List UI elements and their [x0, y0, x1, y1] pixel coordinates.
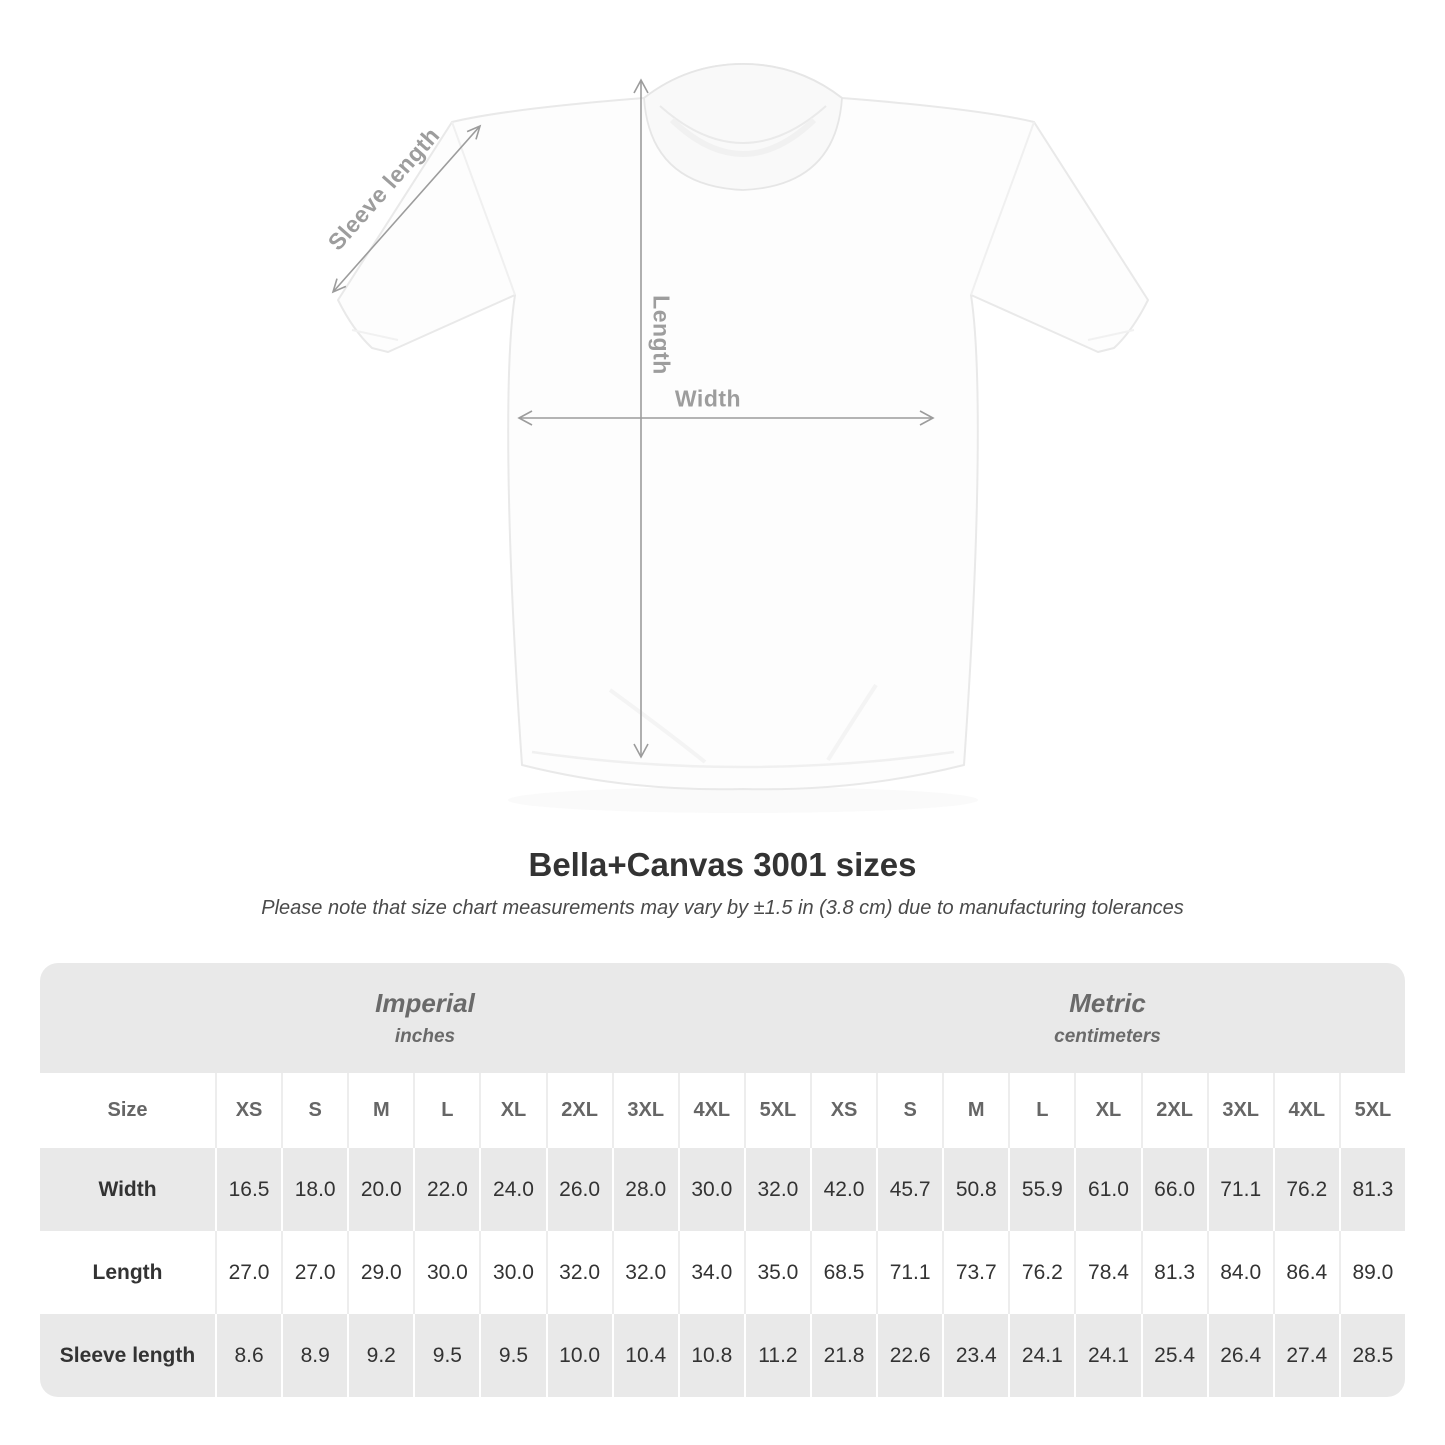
- measurement-value: 32.0: [545, 1231, 612, 1314]
- measurement-value: 30.0: [479, 1231, 546, 1314]
- measurement-value: 30.0: [413, 1231, 480, 1314]
- size-column-header: 5XL: [743, 1073, 810, 1148]
- measurement-value: 42.0: [809, 1148, 877, 1231]
- measurement-value: 28.0: [611, 1148, 678, 1231]
- tolerance-note: Please note that size chart measurements…: [261, 897, 1184, 919]
- metric-band: Metric centimeters: [809, 963, 1405, 1073]
- measurement-value: 10.0: [545, 1314, 612, 1397]
- imperial-band: Imperial inches: [40, 963, 810, 1073]
- measurement-value: 27.0: [281, 1231, 348, 1314]
- measurement-value: 30.0: [677, 1148, 744, 1231]
- measurement-value: 73.7: [942, 1231, 1009, 1314]
- width-arrow: [517, 410, 935, 426]
- measurement-value: 32.0: [743, 1148, 810, 1231]
- measurement-value: 16.5: [215, 1148, 282, 1231]
- size-column-header: XL: [1074, 1073, 1141, 1148]
- measurement-value: 22.6: [876, 1314, 943, 1397]
- size-column-header: XL: [479, 1073, 546, 1148]
- measurement-value: 10.8: [677, 1314, 744, 1397]
- measurement-value: 26.4: [1206, 1314, 1273, 1397]
- measurement-value: 23.4: [942, 1314, 1009, 1397]
- size-column-header: XS: [215, 1073, 282, 1148]
- measurement-row: Sleeve length 8.6 8.9 9.2 9.5 9.5 10.0 10.4 10.8…: [40, 1314, 1405, 1397]
- size-column-header: M: [942, 1073, 1009, 1148]
- measurement-value: 18.0: [281, 1148, 348, 1231]
- imperial-band-unit: inches: [394, 1026, 456, 1047]
- measurement-value: 81.3: [1140, 1231, 1207, 1314]
- measurement-value: 11.2: [743, 1314, 810, 1397]
- size-header-row: Size XS S M L XL 2XL 3XL 4XL 5XL XS S M L XL 2XL 3XL 4XL…: [40, 1073, 1405, 1148]
- metric-band-unit: centimeters: [1054, 1026, 1161, 1047]
- size-table: Imperial inches Metric centimeters Size …: [40, 963, 1405, 1397]
- measurement-value: 32.0: [611, 1231, 678, 1314]
- measurement-value: 76.2: [1272, 1148, 1339, 1231]
- measurement-value: 61.0: [1074, 1148, 1141, 1231]
- measurement-value: 55.9: [1008, 1148, 1075, 1231]
- measurement-row: Length 27.0 27.0 29.0 30.0 30.0 32.0 32.0 34.0 35…: [40, 1231, 1405, 1314]
- measurement-value: 24.0: [479, 1148, 546, 1231]
- measurement-row-label: Width: [40, 1148, 215, 1231]
- measurement-value: 10.4: [611, 1314, 678, 1397]
- size-column-header: 2XL: [545, 1073, 612, 1148]
- width-label: Width: [674, 385, 742, 412]
- size-column-header: L: [1008, 1073, 1075, 1148]
- size-column-header: L: [413, 1073, 480, 1148]
- size-column-header: 2XL: [1140, 1073, 1207, 1148]
- metric-band-title: Metric: [1069, 988, 1146, 1018]
- size-column-header: S: [876, 1073, 943, 1148]
- measurement-value: 22.0: [413, 1148, 480, 1231]
- measurement-value: 68.5: [809, 1231, 877, 1314]
- measurement-value: 71.1: [876, 1231, 943, 1314]
- measurement-row-label: Sleeve length: [40, 1314, 215, 1397]
- measurement-value: 66.0: [1140, 1148, 1207, 1231]
- measurement-value: 84.0: [1206, 1231, 1273, 1314]
- measurement-value: 81.3: [1338, 1148, 1405, 1231]
- tshirt-diagram: [331, 63, 1149, 813]
- measurement-row-label: Length: [40, 1231, 215, 1314]
- measurement-value: 20.0: [347, 1148, 414, 1231]
- measurement-value: 50.8: [942, 1148, 1009, 1231]
- size-column-header: 4XL: [1272, 1073, 1339, 1148]
- measurement-value: 25.4: [1140, 1314, 1207, 1397]
- size-column-header: 5XL: [1338, 1073, 1405, 1148]
- size-column-header: M: [347, 1073, 414, 1148]
- measurement-value: 28.5: [1338, 1314, 1405, 1397]
- size-header-label: Size: [40, 1073, 215, 1148]
- sleeve-length-arrow: [331, 124, 482, 294]
- measurement-value: 29.0: [347, 1231, 414, 1314]
- measurement-value: 26.0: [545, 1148, 612, 1231]
- measurement-value: 9.5: [413, 1314, 480, 1397]
- measurement-value: 9.5: [479, 1314, 546, 1397]
- unit-band-row: Imperial inches Metric centimeters: [40, 963, 1405, 1073]
- length-label: Length: [648, 295, 675, 375]
- size-column-header: S: [281, 1073, 348, 1148]
- measurement-value: 9.2: [347, 1314, 414, 1397]
- measurement-value: 34.0: [677, 1231, 744, 1314]
- size-column-header: 3XL: [611, 1073, 678, 1148]
- measurement-row: Width 16.5 18.0 20.0 22.0 24.0 26.0 28.0 30.0 32.…: [40, 1148, 1405, 1231]
- size-column-header: 4XL: [677, 1073, 744, 1148]
- measurement-value: 27.4: [1272, 1314, 1339, 1397]
- measurement-value: 21.8: [809, 1314, 877, 1397]
- measurement-value: 24.1: [1008, 1314, 1075, 1397]
- measurement-value: 89.0: [1338, 1231, 1405, 1314]
- measurement-value: 35.0: [743, 1231, 810, 1314]
- measurement-value: 27.0: [215, 1231, 282, 1314]
- measurement-value: 76.2: [1008, 1231, 1075, 1314]
- measurement-value: 86.4: [1272, 1231, 1339, 1314]
- measurement-value: 8.9: [281, 1314, 348, 1397]
- measurement-value: 71.1: [1206, 1148, 1273, 1231]
- measurement-value: 78.4: [1074, 1231, 1141, 1314]
- page-title: Bella+Canvas 3001 sizes: [528, 846, 917, 883]
- size-column-header: 3XL: [1206, 1073, 1273, 1148]
- measurement-value: 8.6: [215, 1314, 282, 1397]
- imperial-band-title: Imperial: [375, 988, 475, 1018]
- measurement-value: 45.7: [876, 1148, 943, 1231]
- measurement-value: 24.1: [1074, 1314, 1141, 1397]
- tshirt-photo: [337, 63, 1149, 813]
- measurement-rows: Width 16.5 18.0 20.0 22.0 24.0 26.0 28.0 30.0 32.…: [40, 1148, 1405, 1397]
- size-column-header: XS: [809, 1073, 877, 1148]
